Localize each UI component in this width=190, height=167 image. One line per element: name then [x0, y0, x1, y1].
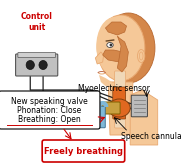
Text: Control
unit: Control unit: [21, 12, 53, 32]
Circle shape: [26, 60, 34, 69]
FancyBboxPatch shape: [18, 52, 55, 57]
Polygon shape: [117, 36, 128, 72]
FancyBboxPatch shape: [0, 91, 100, 129]
FancyBboxPatch shape: [102, 102, 120, 114]
Polygon shape: [103, 50, 125, 62]
FancyBboxPatch shape: [115, 71, 126, 128]
Polygon shape: [95, 52, 104, 64]
Text: Breathing: Open: Breathing: Open: [18, 115, 81, 124]
Text: Freely breathing: Freely breathing: [44, 146, 123, 155]
Ellipse shape: [108, 99, 130, 117]
Ellipse shape: [97, 15, 145, 81]
Polygon shape: [130, 90, 158, 145]
FancyBboxPatch shape: [98, 106, 105, 128]
Ellipse shape: [96, 17, 133, 75]
Ellipse shape: [138, 49, 145, 62]
Ellipse shape: [102, 13, 155, 83]
Polygon shape: [99, 75, 112, 86]
Ellipse shape: [107, 42, 113, 47]
FancyBboxPatch shape: [113, 87, 126, 119]
FancyBboxPatch shape: [42, 140, 125, 162]
FancyBboxPatch shape: [131, 95, 147, 117]
Circle shape: [39, 60, 47, 69]
Polygon shape: [105, 22, 127, 35]
Text: Speech cannula: Speech cannula: [121, 132, 182, 141]
Text: Phonation: Close: Phonation: Close: [17, 106, 82, 115]
FancyBboxPatch shape: [16, 54, 58, 76]
Polygon shape: [108, 82, 133, 135]
Ellipse shape: [110, 43, 112, 46]
Text: Myoelectric sensor: Myoelectric sensor: [78, 84, 150, 93]
Text: New speaking valve: New speaking valve: [11, 97, 88, 106]
